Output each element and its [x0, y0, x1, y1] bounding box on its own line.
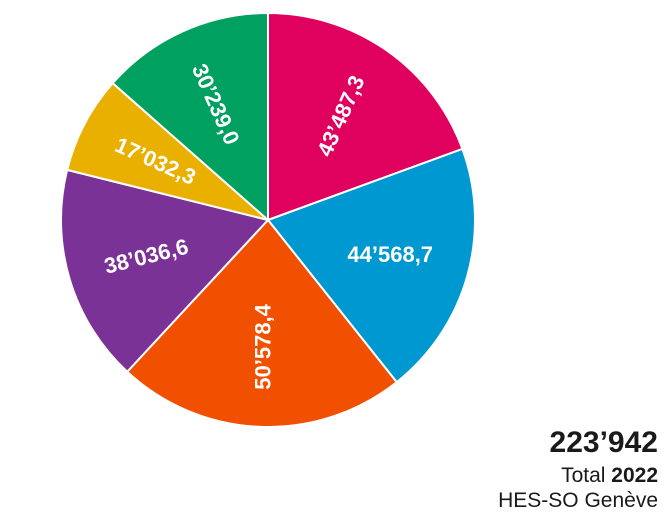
- total-value: 223’942: [549, 426, 658, 459]
- institution-name: HES-SO Genève: [498, 489, 658, 513]
- pie-slice-5: [66, 82, 269, 221]
- pie-slice-6: [111, 12, 269, 221]
- pie-slice-4: [60, 168, 269, 373]
- pie-slice-label-3: 50’578,4: [251, 303, 276, 389]
- pie-slice-2: [267, 147, 476, 384]
- year: 2022: [611, 464, 658, 487]
- total-caption-line: Total 2022: [498, 463, 658, 488]
- pie-slice-1: [267, 12, 464, 221]
- total-caption: Total: [561, 464, 606, 487]
- pie-slices: [60, 12, 476, 428]
- pie-slice-3: [126, 219, 398, 428]
- summary-block: 223’942 Total 2022 HES-SO Genève: [498, 425, 658, 513]
- pie-slice-label-2: 44’568,7: [347, 242, 433, 267]
